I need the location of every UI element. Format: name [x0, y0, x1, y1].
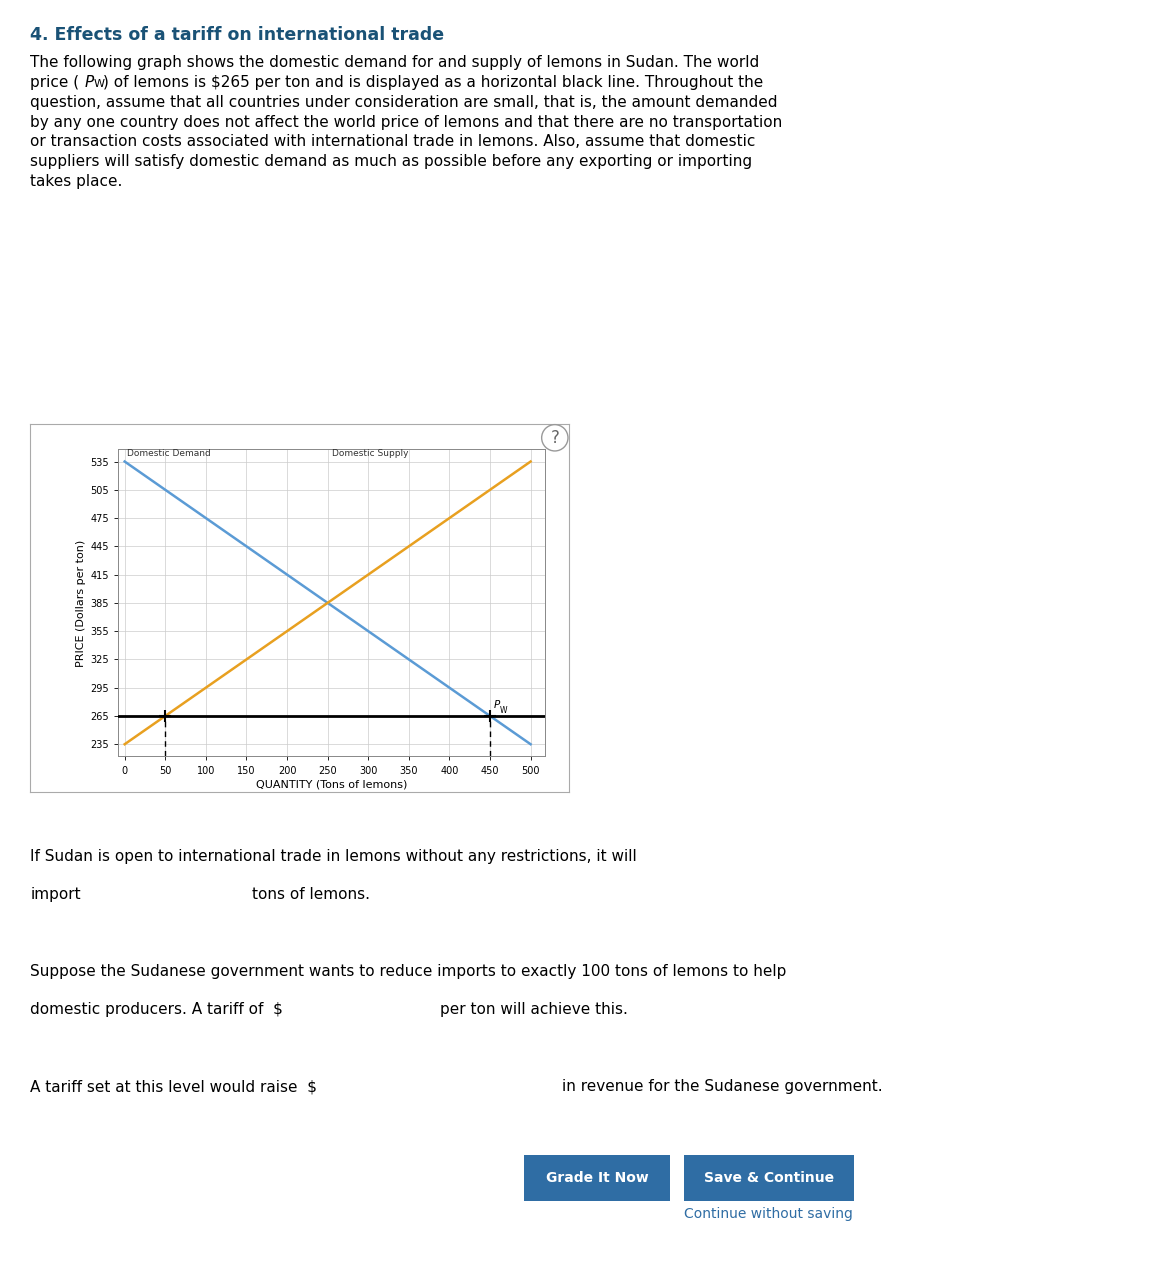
Text: Save & Continue: Save & Continue [704, 1171, 834, 1184]
X-axis label: QUANTITY (Tons of lemons): QUANTITY (Tons of lemons) [256, 780, 407, 790]
Text: Grade It Now: Grade It Now [546, 1171, 648, 1184]
Text: or transaction costs associated with international trade in lemons. Also, assume: or transaction costs associated with int… [30, 134, 756, 150]
Text: A tariff set at this level would raise  $: A tariff set at this level would raise $ [30, 1079, 317, 1094]
Text: suppliers will satisfy domestic demand as much as possible before any exporting : suppliers will satisfy domestic demand a… [30, 154, 752, 169]
Text: price (: price ( [30, 74, 80, 90]
Text: P: P [84, 74, 94, 90]
Text: P: P [494, 700, 501, 710]
Text: per ton will achieve this.: per ton will achieve this. [440, 1002, 628, 1018]
Text: Suppose the Sudanese government wants to reduce imports to exactly 100 tons of l: Suppose the Sudanese government wants to… [30, 964, 786, 979]
Text: Domestic Demand: Domestic Demand [128, 449, 211, 458]
Y-axis label: PRICE (Dollars per ton): PRICE (Dollars per ton) [76, 539, 87, 667]
Text: in revenue for the Sudanese government.: in revenue for the Sudanese government. [562, 1079, 882, 1094]
Text: domestic producers. A tariff of  $: domestic producers. A tariff of $ [30, 1002, 283, 1018]
Text: ) of lemons is $265 per ton and is displayed as a horizontal black line. Through: ) of lemons is $265 per ton and is displ… [103, 74, 763, 90]
Text: tons of lemons.: tons of lemons. [252, 887, 370, 902]
Text: W: W [94, 79, 104, 88]
Text: Domestic Supply: Domestic Supply [331, 449, 408, 458]
Text: import: import [30, 887, 81, 902]
Text: by any one country does not affect the world price of lemons and that there are : by any one country does not affect the w… [30, 114, 783, 129]
Text: Continue without saving: Continue without saving [684, 1207, 853, 1221]
Text: takes place.: takes place. [30, 174, 123, 189]
Text: W: W [500, 707, 508, 716]
Text: question, assume that all countries under consideration are small, that is, the : question, assume that all countries unde… [30, 95, 778, 110]
Text: The following graph shows the domestic demand for and supply of lemons in Sudan.: The following graph shows the domestic d… [30, 55, 759, 70]
Text: If Sudan is open to international trade in lemons without any restrictions, it w: If Sudan is open to international trade … [30, 849, 638, 864]
Text: 4. Effects of a tariff on international trade: 4. Effects of a tariff on international … [30, 26, 445, 44]
Text: ?: ? [550, 429, 559, 447]
